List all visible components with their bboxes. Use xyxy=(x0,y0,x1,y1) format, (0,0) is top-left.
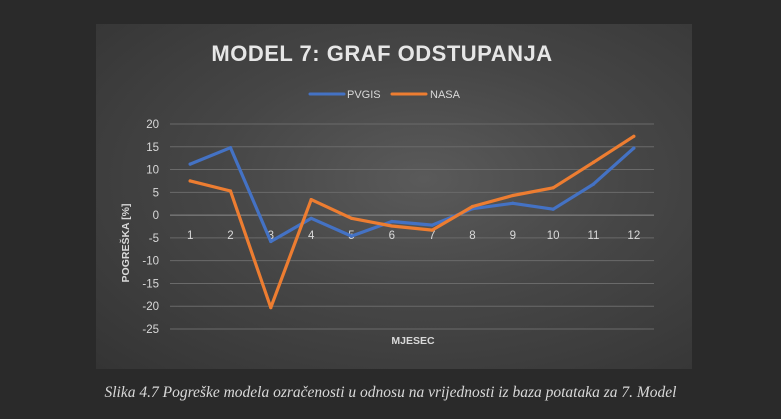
chart-title: MODEL 7: GRAF ODSTUPANJA xyxy=(211,41,552,66)
y-tick-label: 10 xyxy=(146,165,159,177)
legend-label-pvgis: PVGIS xyxy=(347,89,381,101)
data-point-pvgis xyxy=(349,234,354,238)
legend-label-nasa: NASA xyxy=(430,89,461,101)
data-point-pvgis xyxy=(309,216,313,220)
chart-panel: MODEL 7: GRAF ODSTUPANJA PVGIS NASA 20 15… xyxy=(96,24,692,369)
data-point-nasa xyxy=(551,186,555,190)
series-line-nasa xyxy=(188,134,636,310)
series-line-pvgis xyxy=(188,146,636,244)
data-point-pvgis xyxy=(390,219,394,224)
x-tick-label: 10 xyxy=(547,230,560,242)
data-point-nasa xyxy=(349,216,354,220)
data-point-nasa xyxy=(511,193,515,198)
y-axis-title: POGREŠKA [%] xyxy=(119,204,132,283)
x-tick-label: 6 xyxy=(389,230,395,242)
x-tick-label: 11 xyxy=(588,230,600,242)
chart-svg: MODEL 7: GRAF ODSTUPANJA PVGIS NASA 2015… xyxy=(119,41,654,347)
y-tick-label: 0 xyxy=(153,210,159,222)
data-point-nasa xyxy=(430,228,434,232)
data-point-pvgis xyxy=(269,239,273,244)
data-point-nasa xyxy=(309,198,313,202)
x-tick-label: 9 xyxy=(510,230,516,242)
x-axis-ticks: 123456789101112 xyxy=(187,230,640,242)
data-point-nasa xyxy=(390,224,394,228)
y-tick-label: -25 xyxy=(142,324,159,336)
y-tick-label: 5 xyxy=(153,187,159,199)
figure-caption: Slika 4.7 Pogreške modela ozračenosti u … xyxy=(104,384,677,401)
y-tick-label: -5 xyxy=(149,233,159,245)
y-tick-label: -10 xyxy=(142,256,159,268)
data-point-pvgis xyxy=(551,207,555,211)
data-point-nasa xyxy=(188,179,192,183)
data-point-nasa xyxy=(470,204,475,209)
legend: PVGIS NASA xyxy=(308,89,461,101)
x-tick-label: 2 xyxy=(227,230,233,242)
y-tick-label: 15 xyxy=(146,142,159,154)
x-tick-label: 12 xyxy=(627,230,640,242)
x-tick-label: 1 xyxy=(187,230,193,242)
data-point-pvgis xyxy=(632,146,636,150)
data-point-nasa xyxy=(632,134,636,138)
x-tick-label: 4 xyxy=(308,230,315,242)
data-point-pvgis xyxy=(591,182,596,186)
series-lines xyxy=(188,134,636,310)
y-axis-ticks: 20 15 10 5 0 -5 -10 -15 -20 -25 xyxy=(142,119,159,336)
data-point-pvgis xyxy=(430,223,434,227)
data-point-nasa xyxy=(269,305,273,310)
y-tick-label: 20 xyxy=(146,119,159,131)
y-tick-label: -15 xyxy=(142,278,159,290)
x-tick-label: 7 xyxy=(429,230,435,242)
x-tick-label: 3 xyxy=(268,230,274,242)
data-point-pvgis xyxy=(188,162,192,166)
data-point-nasa xyxy=(228,189,233,193)
x-tick-label: 8 xyxy=(469,230,475,242)
data-point-nasa xyxy=(591,160,596,164)
y-tick-label: -20 xyxy=(142,301,159,313)
data-point-pvgis xyxy=(228,146,233,150)
data-point-pvgis xyxy=(511,201,515,205)
x-axis-title: MJESEC xyxy=(391,335,435,347)
